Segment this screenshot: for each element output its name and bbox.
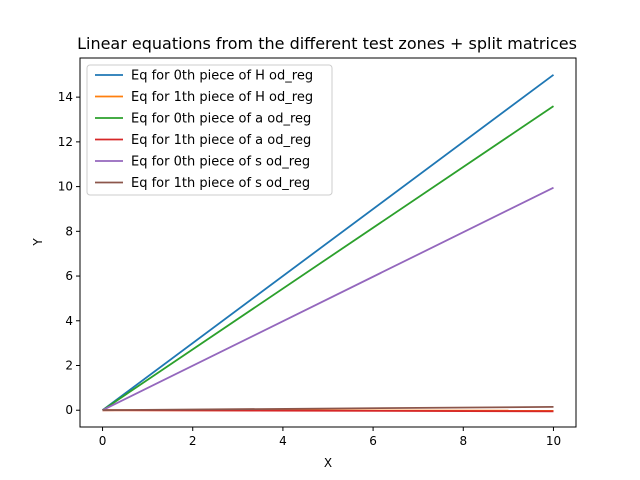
legend-label-3: Eq for 1th piece of a od_reg — [131, 133, 311, 148]
x-tick-label: 8 — [459, 434, 467, 448]
legend-label-5: Eq for 1th piece of s od_reg — [131, 176, 310, 191]
x-tick-label: 4 — [279, 434, 287, 448]
legend-label-2: Eq for 0th piece of a od_reg — [131, 112, 311, 127]
legend-label-1: Eq for 1th piece of H od_reg — [131, 90, 313, 105]
y-tick-label: 0 — [65, 403, 73, 417]
y-tick-label: 4 — [65, 314, 73, 328]
y-axis-ticks: 0 2 4 6 8 10 12 14 — [58, 90, 80, 417]
y-tick-label: 2 — [65, 359, 73, 373]
plot-frame — [79, 57, 577, 428]
x-tick-label: 0 — [99, 434, 107, 448]
series-line-2 — [101, 105, 555, 411]
y-axis-label: Y — [31, 238, 45, 247]
x-tick-label: 6 — [369, 434, 377, 448]
chart-title: Linear equations from the different test… — [77, 34, 577, 53]
series-line-5 — [102, 406, 554, 412]
y-tick-label: 14 — [58, 90, 73, 104]
legend-label-0: Eq for 0th piece of H od_reg — [131, 69, 313, 84]
y-tick-label: 10 — [58, 180, 73, 194]
legend: Eq for 0th piece of H od_reg Eq for 1th p… — [86, 64, 333, 196]
y-tick-label: 12 — [58, 135, 73, 149]
legend-label-4: Eq for 0th piece of s od_reg — [131, 155, 310, 170]
x-tick-label: 2 — [189, 434, 197, 448]
series-line-0 — [101, 74, 555, 411]
x-axis-ticks: 0 2 4 6 8 10 — [99, 427, 561, 448]
y-tick-label: 6 — [65, 269, 73, 283]
legend-box — [86, 64, 333, 196]
plot-lines — [101, 74, 555, 413]
series-line-4 — [102, 186, 554, 412]
y-tick-label: 8 — [65, 224, 73, 238]
x-tick-label: 10 — [546, 434, 561, 448]
x-axis-label: X — [324, 456, 332, 470]
